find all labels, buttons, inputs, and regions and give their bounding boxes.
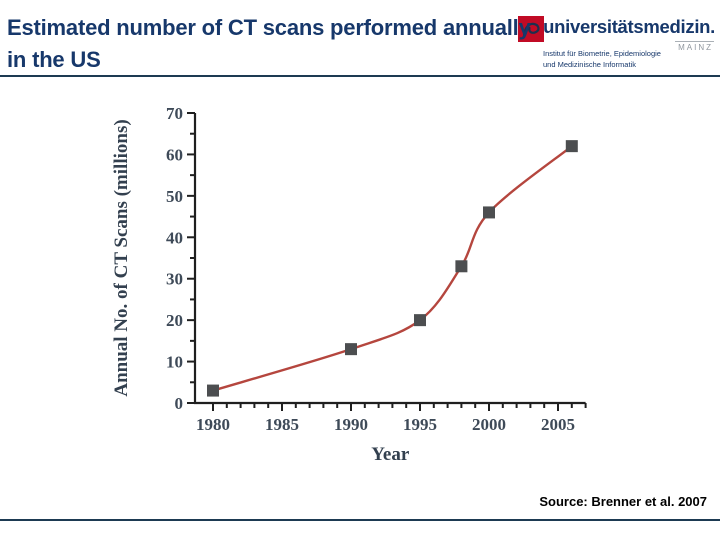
y-tick-label: 40 <box>166 228 183 247</box>
x-tick-label: 2000 <box>472 415 506 434</box>
y-tick-label: 50 <box>166 187 183 206</box>
data-point-marker <box>345 343 357 356</box>
y-tick-label: 30 <box>166 270 183 289</box>
y-tick-label: 0 <box>175 394 184 413</box>
logo-city: MAINZ <box>675 41 714 52</box>
ct-scan-chart: 0 10 20 30 40 50 60 70 1980 1985 1990 1995 2000 2005 A… <box>111 104 587 465</box>
data-point-marker <box>565 140 578 153</box>
y-tick-label: 70 <box>166 104 183 123</box>
data-point-marker <box>483 206 495 219</box>
slide-title: Estimated number of CT scans performed a… <box>7 12 531 75</box>
x-axis-label: Year <box>371 444 410 465</box>
x-tick-label: 1995 <box>403 415 437 434</box>
institute-line-1: Institut für Biometrie, Epidemiologie <box>543 49 661 58</box>
slide-title-line-2: in the US <box>7 46 101 72</box>
x-tick-label: 1980 <box>196 415 230 434</box>
jgu-emblem-icon <box>518 16 544 42</box>
y-tick-label: 60 <box>166 145 183 164</box>
institute-name: Institut für Biometrie, Epidemiologie un… <box>543 48 661 70</box>
university-logo: universitätsmedizin. MAINZ Institut für … <box>0 0 720 80</box>
data-point-marker <box>207 384 219 397</box>
x-tick-label: 1985 <box>265 415 299 434</box>
y-tick-label: 20 <box>166 311 183 330</box>
x-tick-label: 1990 <box>334 415 368 434</box>
logo-wordmark: universitätsmedizin. <box>543 16 715 37</box>
data-point-marker <box>455 260 468 273</box>
footer-divider <box>0 519 720 521</box>
data-point-marker <box>414 314 426 327</box>
data-line <box>212 145 573 392</box>
institute-line-2: und Medizinische Informatik <box>543 60 636 69</box>
source-note: Source: Brenner et al. 2007 <box>539 494 707 509</box>
slide-title-line-1: Estimated number of CT scans performed a… <box>7 15 531 40</box>
y-tick-label: 10 <box>166 353 183 372</box>
y-axis-label: Annual No. of CT Scans (millions) <box>111 119 132 396</box>
header-divider <box>0 75 720 77</box>
x-tick-label: 2005 <box>541 415 575 434</box>
